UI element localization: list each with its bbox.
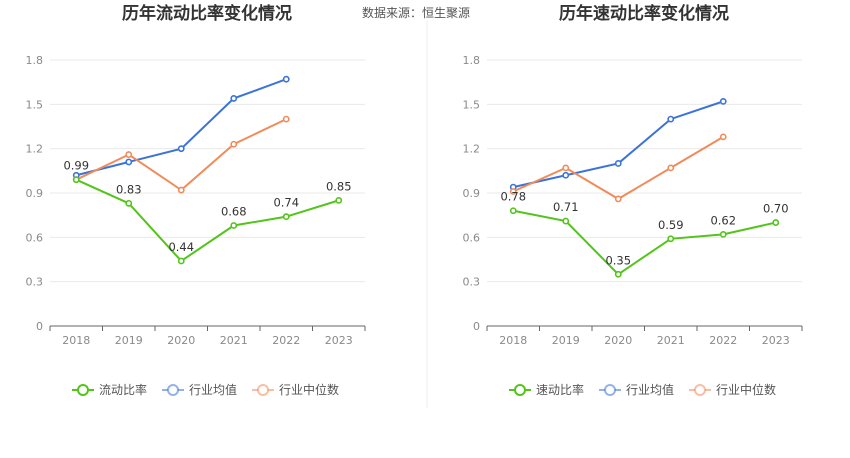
x-tick-label: 2023 xyxy=(762,334,790,347)
data-point[interactable] xyxy=(667,164,675,172)
data-point[interactable] xyxy=(719,133,727,141)
x-tick-label: 2021 xyxy=(220,334,248,347)
quick-ratio-chart: 历年速动比率变化情况 0 0.3 0.6 0.9 1.2 1.5 1.8 2018 2019 202… xyxy=(463,3,803,397)
legend-swatch-marker xyxy=(514,384,526,396)
data-label: 0.71 xyxy=(553,200,579,214)
x-tick-label: 2023 xyxy=(325,334,353,347)
chart-title: 历年速动比率变化情况 xyxy=(559,3,729,24)
y-tick-label: 0.9 xyxy=(26,187,44,200)
data-point[interactable] xyxy=(125,158,133,166)
legend-label: 流动比率 xyxy=(99,382,147,397)
data-label: 0.85 xyxy=(326,179,352,193)
legend-swatch-marker xyxy=(167,384,179,396)
legend-item[interactable]: 流动比率 xyxy=(72,382,147,397)
data-point[interactable] xyxy=(509,188,517,195)
x-tick-label: 2018 xyxy=(62,334,90,347)
chart-title: 历年流动比率变化情况 xyxy=(122,3,292,24)
data-point[interactable] xyxy=(719,230,727,238)
y-tick-label: 0.3 xyxy=(26,276,44,289)
data-label: 0.62 xyxy=(710,213,736,227)
legend-item[interactable]: 行业中位数 xyxy=(689,382,776,397)
y-tick-label: 0.9 xyxy=(463,187,481,200)
legend-label: 行业中位数 xyxy=(279,382,339,397)
x-tick-label: 2019 xyxy=(552,334,580,347)
y-tick-label: 0.6 xyxy=(463,231,481,244)
y-tick-label: 1.5 xyxy=(26,98,44,111)
data-point[interactable] xyxy=(335,196,343,204)
x-tick-label: 2019 xyxy=(115,334,143,347)
legend-label: 行业均值 xyxy=(626,382,674,397)
data-point[interactable] xyxy=(614,270,622,278)
data-point[interactable] xyxy=(562,217,570,225)
data-point[interactable] xyxy=(125,151,133,158)
legend-item[interactable]: 速动比率 xyxy=(509,382,584,397)
legend-item[interactable]: 行业均值 xyxy=(162,382,237,397)
series-line xyxy=(75,118,287,192)
data-point[interactable] xyxy=(509,207,517,215)
legend-swatch-marker xyxy=(694,384,706,396)
data-label: 0.44 xyxy=(168,240,194,254)
x-tick-label: 2022 xyxy=(709,334,737,347)
legend-item[interactable]: 行业均值 xyxy=(599,382,674,397)
y-tick-label: 1.8 xyxy=(463,54,481,67)
data-point[interactable] xyxy=(230,222,238,229)
data-label: 0.35 xyxy=(605,253,631,267)
data-label: 0.74 xyxy=(273,196,299,210)
y-tick-label: 0 xyxy=(473,320,480,333)
data-point[interactable] xyxy=(282,213,290,221)
data-point[interactable] xyxy=(667,235,675,243)
data-point[interactable] xyxy=(772,219,780,226)
legend-label: 速动比率 xyxy=(536,382,584,397)
data-point[interactable] xyxy=(562,171,570,179)
data-point[interactable] xyxy=(125,199,133,207)
data-point[interactable] xyxy=(562,164,570,172)
data-label: 0.78 xyxy=(500,190,526,204)
data-point[interactable] xyxy=(72,176,80,184)
y-tick-label: 1.5 xyxy=(463,98,481,111)
data-point[interactable] xyxy=(230,140,238,148)
legend-swatch-marker xyxy=(257,384,269,396)
x-tick-label: 2020 xyxy=(167,334,195,347)
y-tick-label: 1.2 xyxy=(463,143,481,156)
y-tick-label: 1.8 xyxy=(26,54,44,67)
series-line xyxy=(76,78,287,177)
data-point[interactable] xyxy=(282,115,290,123)
data-point[interactable] xyxy=(614,195,622,203)
data-label: 0.68 xyxy=(221,205,247,219)
y-tick-label: 0 xyxy=(36,320,43,333)
series-line xyxy=(513,100,724,189)
data-point[interactable] xyxy=(667,115,675,123)
y-tick-label: 0.3 xyxy=(463,276,481,289)
data-label: 0.99 xyxy=(63,159,89,173)
legend-label: 行业中位数 xyxy=(716,382,776,397)
legend-swatch-marker xyxy=(604,384,616,396)
data-point[interactable] xyxy=(282,75,290,83)
series-line xyxy=(513,209,776,276)
x-tick-label: 2018 xyxy=(499,334,527,347)
data-point[interactable] xyxy=(719,97,727,105)
current-ratio-chart: 历年流动比率变化情况 0 0.3 0.6 0.9 1.2 1.5 1.8 2018 2019 202… xyxy=(26,3,366,397)
data-label: 0.83 xyxy=(116,182,142,196)
series-line xyxy=(512,135,724,201)
x-tick-label: 2021 xyxy=(657,334,685,347)
x-tick-label: 2022 xyxy=(272,334,300,347)
y-tick-label: 0.6 xyxy=(26,231,44,244)
legend-swatch-marker xyxy=(77,384,89,396)
legend-item[interactable]: 行业中位数 xyxy=(252,382,339,397)
data-point[interactable] xyxy=(614,160,622,167)
data-point[interactable] xyxy=(177,257,185,265)
legend-label: 行业均值 xyxy=(189,382,237,397)
data-label: 0.59 xyxy=(658,218,684,232)
data-point[interactable] xyxy=(177,186,185,194)
y-tick-label: 1.2 xyxy=(26,143,44,156)
data-point[interactable] xyxy=(177,145,185,153)
x-tick-label: 2020 xyxy=(604,334,632,347)
data-source: 数据来源：恒生聚源 xyxy=(362,5,470,20)
data-label: 0.70 xyxy=(763,202,789,216)
data-point[interactable] xyxy=(230,95,238,102)
series-line xyxy=(75,178,340,263)
